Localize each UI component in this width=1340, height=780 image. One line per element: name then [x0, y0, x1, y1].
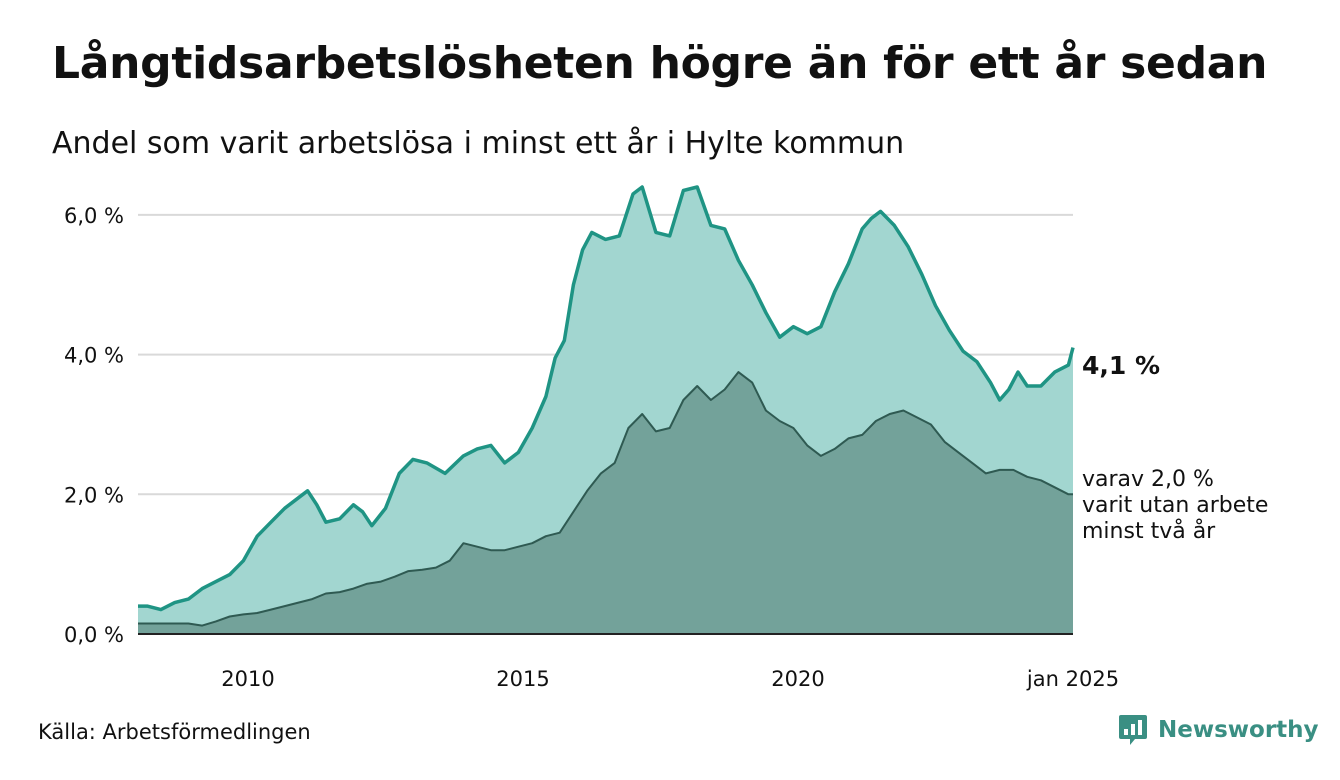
x-tick-label: 2015	[496, 667, 549, 691]
series-line-minst_ett_ar	[138, 185, 1075, 612]
series-end-label-two-years: minst två år	[1082, 518, 1216, 544]
x-tick-label: jan 2025	[1026, 667, 1119, 691]
x-axis: 2010 2015 2020 jan 2025	[221, 667, 1119, 691]
series-line-minst_tva_ar	[138, 371, 1073, 627]
y-tick-label: 6,0 %	[64, 204, 124, 228]
chart-subtitle: Andel som varit arbetslösa i minst ett å…	[52, 126, 905, 161]
newsworthy-logo-icon	[1119, 715, 1147, 745]
y-tick-label: 4,0 %	[64, 344, 124, 368]
chart-title: Långtidsarbetslösheten högre än för ett …	[52, 38, 1268, 89]
series-area-minst_tva_ar	[138, 372, 1073, 634]
series-end-label-two-years: varit utan arbete	[1082, 493, 1268, 518]
y-axis: 0,0 % 2,0 % 4,0 % 6,0 %	[64, 204, 124, 647]
y-tick-label: 0,0 %	[64, 623, 124, 647]
series-end-label-total: 4,1 %	[1082, 351, 1160, 380]
y-tick-label: 2,0 %	[64, 483, 124, 507]
brand-name: Newsworthy	[1158, 717, 1319, 743]
x-tick-label: 2020	[771, 667, 824, 691]
brand-logo: Newsworthy	[1118, 712, 1319, 748]
series-end-label-two-years: varav 2,0 %	[1082, 467, 1214, 492]
chart-areas	[138, 185, 1075, 635]
x-tick-label: 2010	[221, 667, 274, 691]
source-note: Källa: Arbetsförmedlingen	[38, 720, 311, 744]
